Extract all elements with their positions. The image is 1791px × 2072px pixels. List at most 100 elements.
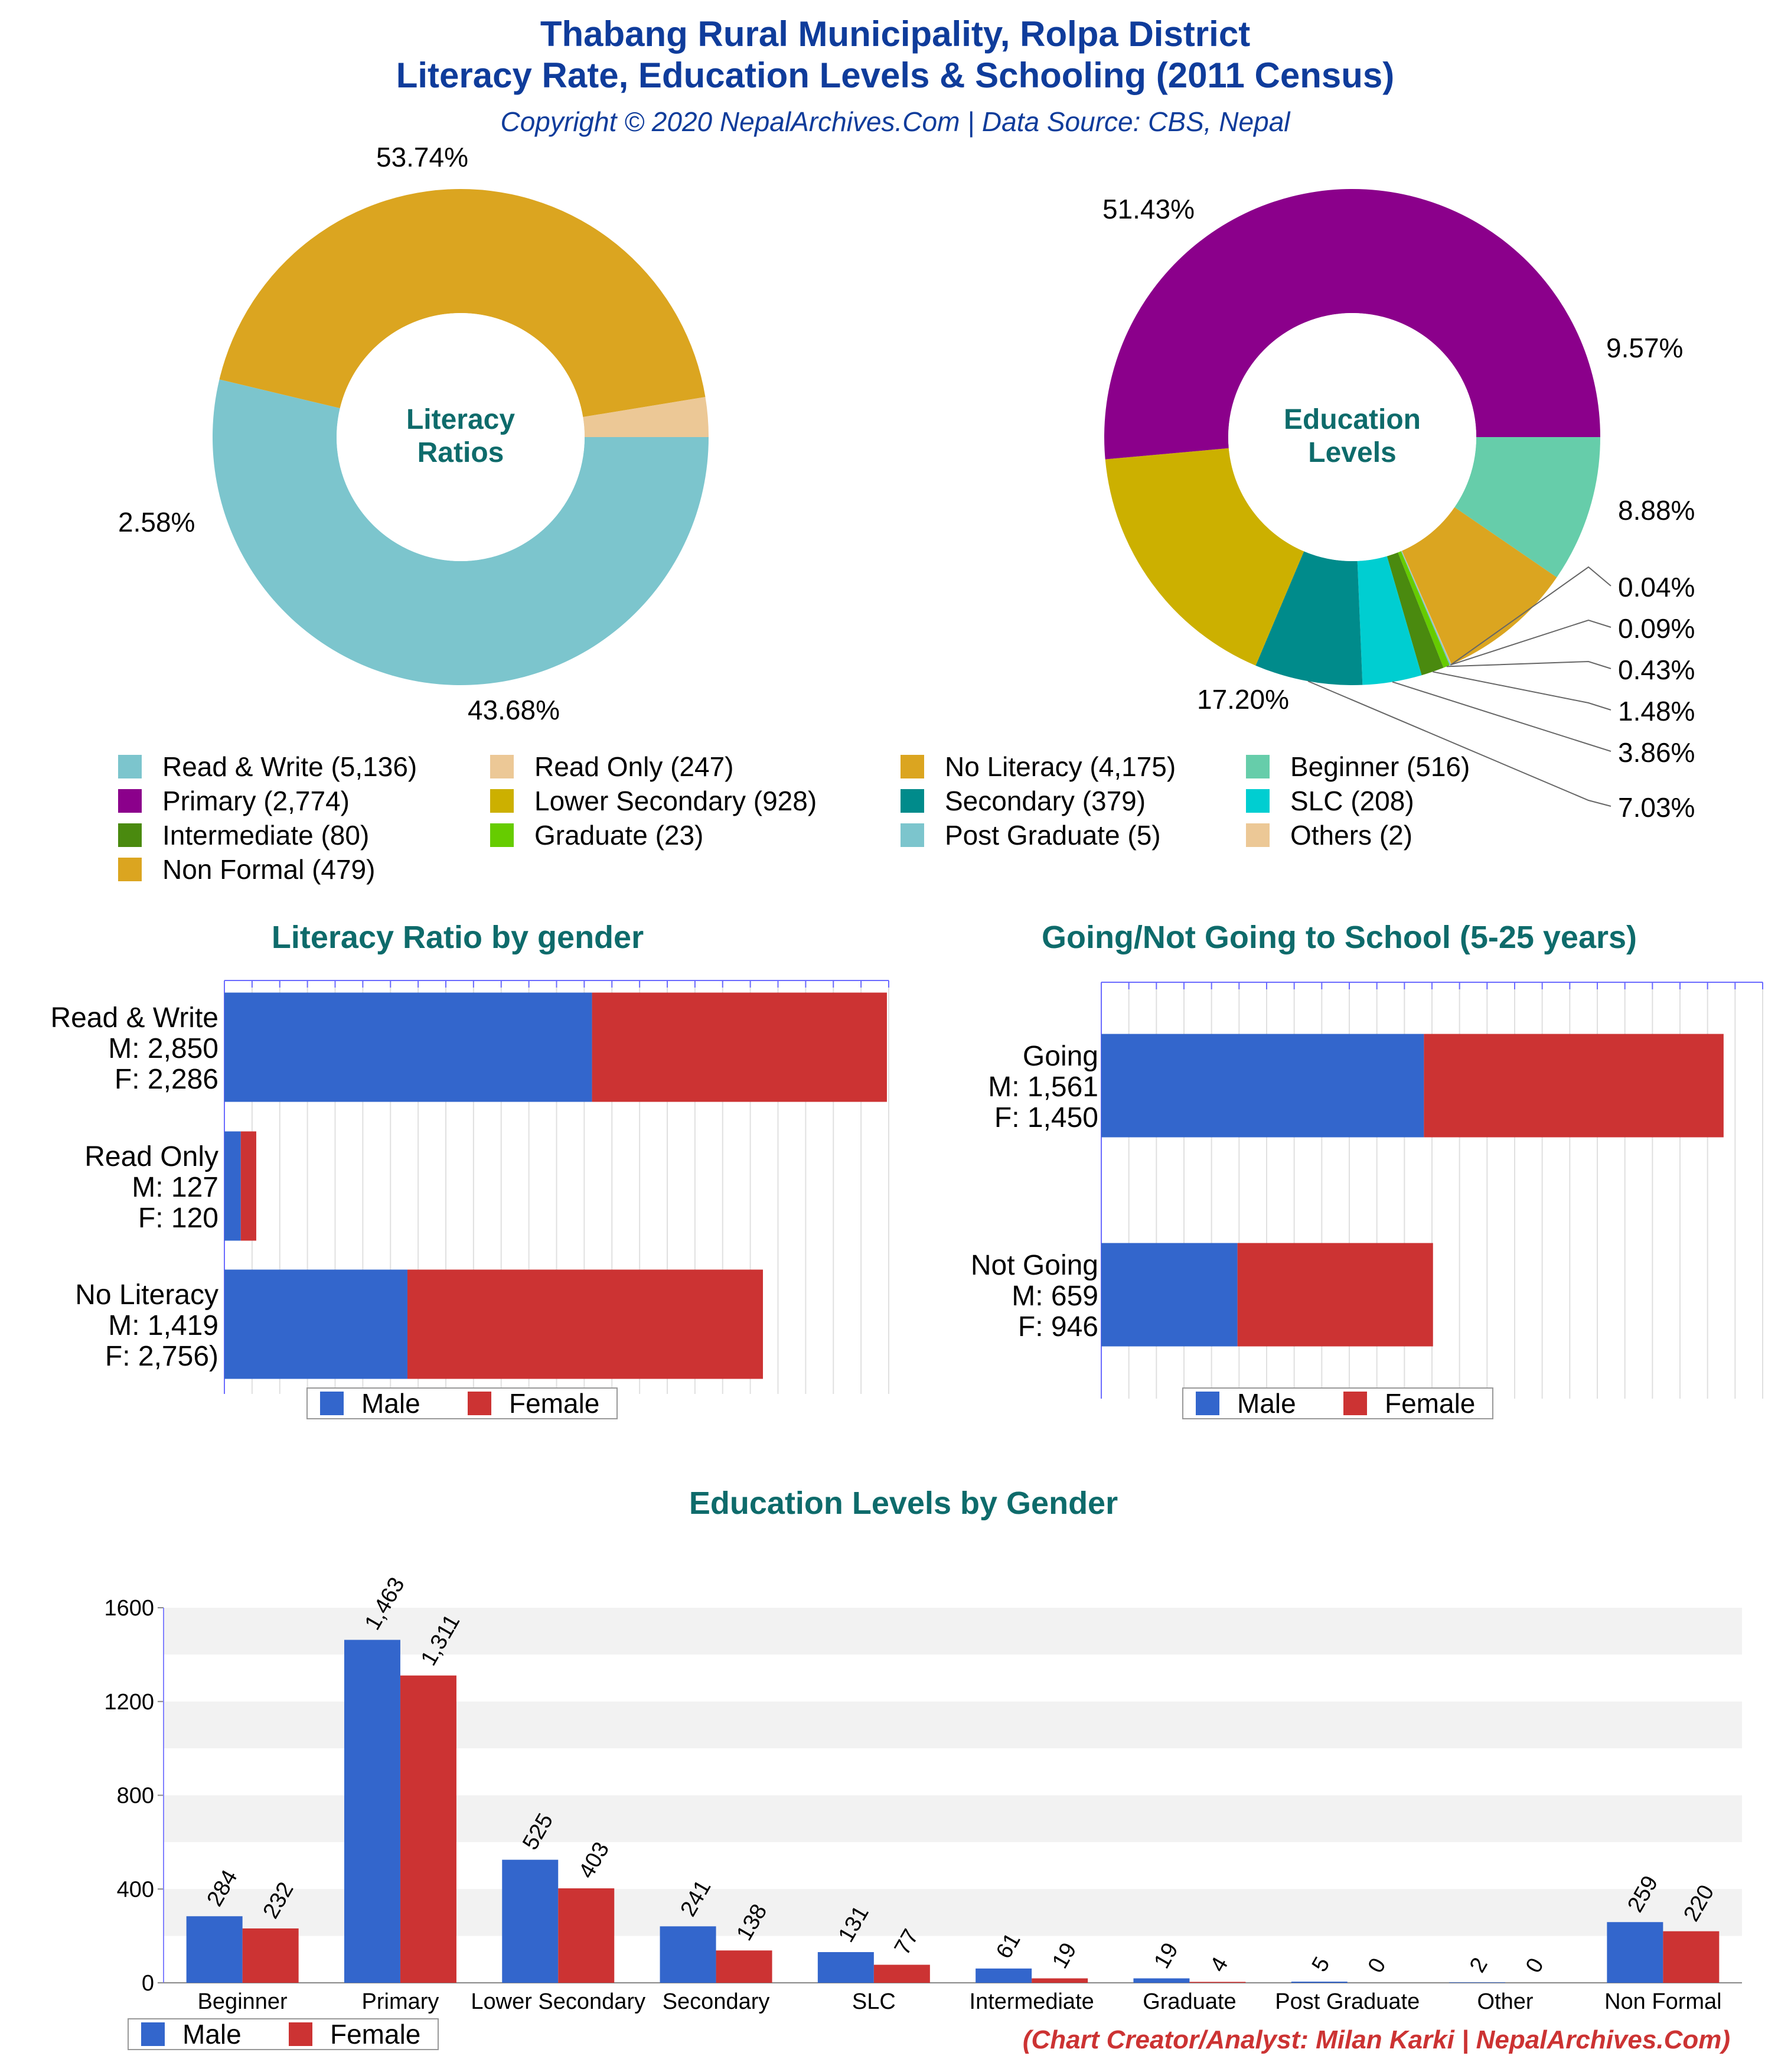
category-label: Read Only M: 127 F: 120	[84, 1141, 218, 1234]
legend-label: Post Graduate (5)	[945, 820, 1161, 851]
bar-male	[224, 992, 592, 1102]
legend-swatch	[1246, 755, 1270, 778]
slice-percent-label: 8.88%	[1618, 495, 1695, 526]
bar-male	[224, 1269, 407, 1379]
bar-female	[400, 1675, 456, 1983]
legend-label: SLC (208)	[1290, 786, 1414, 816]
legend-swatch	[1246, 789, 1270, 813]
legend-swatch	[901, 755, 924, 778]
credit-line: (Chart Creator/Analyst: Milan Karki | Ne…	[1023, 2025, 1730, 2054]
legend-label: Non Formal (479)	[162, 854, 375, 885]
legend-swatch-female	[468, 1392, 491, 1415]
slice-percent-label: 17.20%	[1197, 684, 1289, 715]
x-category-label: Secondary	[663, 1989, 770, 2014]
slice-percent-label: 0.04%	[1618, 572, 1695, 602]
donut-slice	[1402, 507, 1557, 664]
x-category-label: Graduate	[1143, 1989, 1236, 2014]
legend-label-female: Female	[509, 1388, 599, 1419]
legend-swatch-female	[1343, 1392, 1367, 1415]
category-label: Going M: 1,561 F: 1,450	[988, 1041, 1098, 1133]
bar-male	[1101, 1243, 1238, 1347]
slice-percent-label: 2.58%	[118, 507, 195, 537]
page-title-line1: Thabang Rural Municipality, Rolpa Distri…	[540, 14, 1250, 54]
donut-slice	[1255, 551, 1363, 685]
legend-label-female: Female	[330, 2019, 420, 2050]
bar-female	[558, 1888, 615, 1983]
category-label: Read & Write M: 2,850 F: 2,286	[50, 1002, 218, 1095]
gender-legend-box	[128, 2018, 439, 2050]
legend-label: Others (2)	[1290, 820, 1412, 851]
slice-percent-label: 0.43%	[1618, 654, 1695, 685]
slice-percent-label: 7.03%	[1618, 792, 1695, 823]
bar-male	[1449, 1982, 1506, 1983]
bar-male	[976, 1968, 1032, 1983]
literacy-ratio-by-gender-chart: Read & Write M: 2,850 F: 2,286 Read Only M: …	[50, 980, 889, 1419]
legend-swatch	[118, 755, 142, 778]
bar-male	[817, 1952, 874, 1983]
slice-percent-label: 51.43%	[1102, 194, 1195, 224]
donut-center-label: Ratios	[417, 437, 504, 468]
bar-male	[660, 1926, 716, 1983]
legend-label-male: Male	[361, 1388, 420, 1419]
legend-label-male: Male	[182, 2019, 242, 2050]
bar-female	[716, 1950, 772, 1983]
slice-percent-label: 53.74%	[376, 142, 468, 172]
legend-swatch	[490, 823, 514, 847]
bar-male	[1291, 1982, 1348, 1983]
slice-percent-label: 1.48%	[1618, 696, 1695, 726]
category-label: No Literacy M: 1,419 F: 2,756)	[75, 1279, 218, 1372]
legend-label: Secondary (379)	[945, 786, 1146, 816]
bar-male	[1607, 1922, 1663, 1983]
y-tick-label: 1600	[104, 1596, 154, 1621]
legend-swatch	[490, 789, 514, 813]
leader-line	[1307, 680, 1611, 807]
legend-swatch-female	[289, 2022, 312, 2046]
x-category-label: Beginner	[198, 1989, 288, 2014]
leader-line	[1432, 671, 1611, 711]
bar-male	[502, 1859, 559, 1983]
x-category-label: Post Graduate	[1275, 1989, 1420, 2014]
donut-slice	[1398, 551, 1450, 668]
donut-slice	[219, 189, 706, 418]
legend-label-female: Female	[1385, 1388, 1475, 1419]
legend-label: Beginner (516)	[1290, 751, 1470, 782]
y-tick-label: 400	[117, 1877, 154, 1902]
bar-female	[873, 1965, 930, 1983]
donut-slice	[213, 379, 709, 685]
legend-swatch-male	[1196, 1392, 1219, 1415]
education-gender-chart-title: Education Levels by Gender	[689, 1485, 1118, 1521]
donut-slice	[1357, 556, 1422, 685]
legend-label: No Literacy (4,175)	[945, 751, 1176, 782]
legend-swatch	[1246, 823, 1270, 847]
donut-center-label: Literacy	[406, 404, 515, 435]
leader-line	[1446, 660, 1611, 669]
school-chart-title: Going/Not Going to School (5-25 years)	[1042, 920, 1637, 955]
literacy-gender-chart-title: Literacy Ratio by gender	[272, 920, 644, 955]
bar-female	[1189, 1982, 1246, 1983]
legend-swatch	[901, 789, 924, 813]
y-tick-label: 1200	[104, 1690, 154, 1715]
bar-female	[1237, 1243, 1433, 1347]
bar-female	[407, 1269, 764, 1379]
legend-label: Lower Secondary (928)	[534, 786, 817, 816]
donut-slice	[1105, 448, 1304, 666]
page-subtitle: Copyright © 2020 NepalArchives.Com | Dat…	[500, 106, 1291, 137]
donut-hole	[1228, 313, 1476, 561]
legend-label-male: Male	[1237, 1388, 1296, 1419]
donut-slice	[583, 397, 709, 437]
donut-slice	[1387, 552, 1444, 676]
legend-swatch	[118, 823, 142, 847]
bar-female	[240, 1131, 256, 1241]
slice-percent-label: 3.86%	[1618, 737, 1695, 768]
legend-label: Intermediate (80)	[162, 820, 369, 851]
bar-male	[224, 1131, 241, 1241]
legend-swatch	[490, 755, 514, 778]
donut-center-label: Education	[1284, 404, 1421, 435]
legend-swatch	[118, 789, 142, 813]
y-tick-label: 800	[117, 1784, 154, 1809]
x-category-label: Other	[1477, 1989, 1534, 2014]
y-tick-label: 0	[142, 1971, 154, 1996]
